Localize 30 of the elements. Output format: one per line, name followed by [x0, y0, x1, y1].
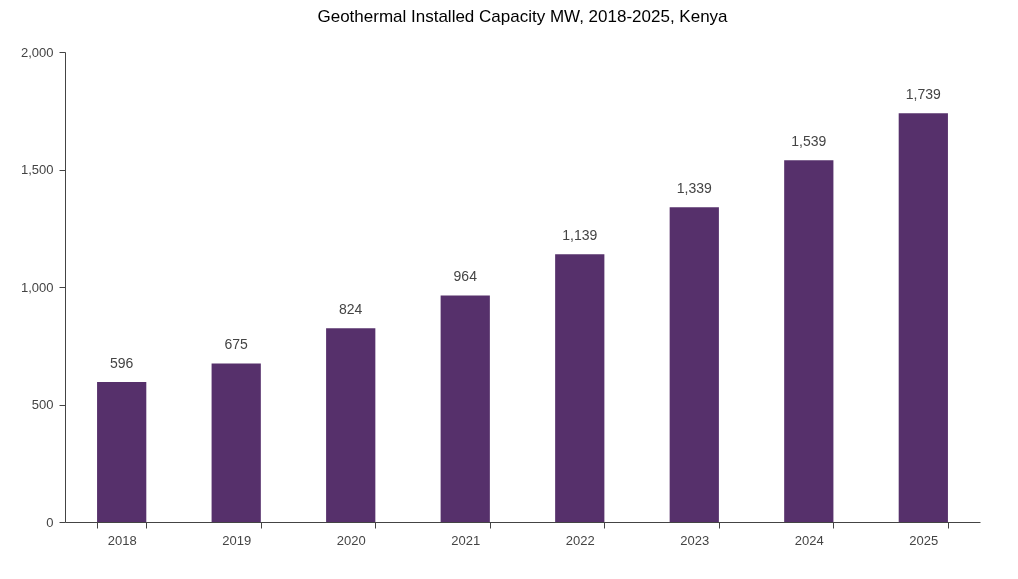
x-tick-label: 2023 — [680, 532, 710, 548]
data-label: 964 — [453, 268, 478, 285]
y-tick-label: 1,500 — [20, 162, 54, 177]
bar — [326, 328, 376, 522]
data-label: 1,139 — [562, 227, 598, 244]
x-tick-label: 2025 — [909, 532, 939, 548]
y-tick-label: 0 — [46, 514, 54, 530]
data-label: 824 — [339, 301, 363, 318]
data-label: 1,339 — [676, 180, 712, 197]
x-tick-label: 2024 — [794, 532, 824, 548]
x-tick-label: 2022 — [565, 532, 595, 548]
data-label: 1,539 — [791, 133, 827, 150]
y-tick-label: 2,000 — [20, 44, 54, 60]
bar — [555, 254, 605, 522]
bar — [784, 160, 834, 522]
x-tick-label: 2019 — [222, 532, 252, 548]
bar — [898, 113, 948, 522]
bar — [440, 295, 490, 522]
y-tick-label: 1,000 — [20, 279, 54, 295]
data-label: 1,739 — [905, 86, 942, 103]
bar — [211, 363, 261, 522]
x-tick-label: 2018 — [107, 532, 137, 548]
data-label: 596 — [110, 354, 134, 371]
chart-title: Geothermal Installed Capacity MW, 2018-2025, Kenya — [317, 7, 729, 26]
y-tick-label: 500 — [31, 397, 54, 412]
data-label: 675 — [224, 336, 249, 353]
x-tick-label: 2021 — [451, 532, 481, 548]
bar — [97, 381, 147, 522]
bar — [669, 207, 719, 522]
x-tick-label: 2020 — [336, 532, 366, 548]
